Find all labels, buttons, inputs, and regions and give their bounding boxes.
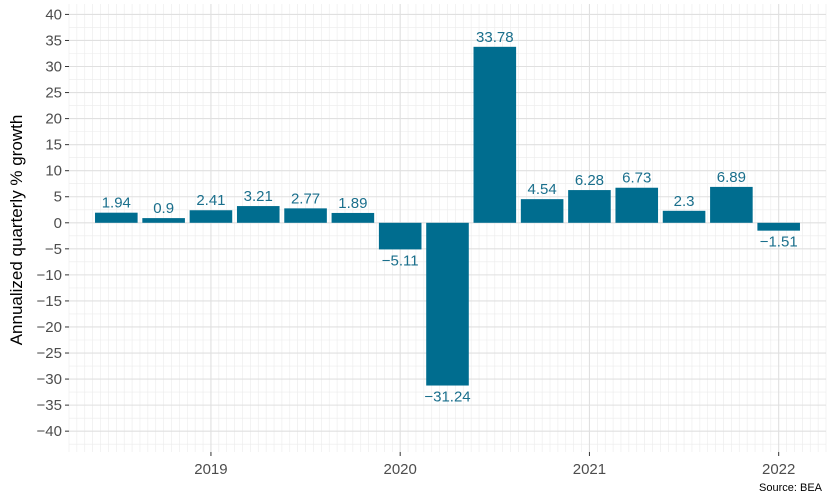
bar xyxy=(142,218,185,223)
bar-value-label: 2.3 xyxy=(674,193,695,210)
source-caption: Source: BEA xyxy=(759,482,823,494)
x-tick-label: 2019 xyxy=(194,461,227,478)
y-tick-label: 40 xyxy=(45,6,62,23)
bar-value-label: 0.9 xyxy=(153,200,174,217)
bar-value-label: 3.21 xyxy=(244,188,273,205)
bar xyxy=(710,186,753,223)
y-tick-label: 15 xyxy=(45,137,62,154)
bar-value-label: 2.77 xyxy=(291,190,320,207)
y-tick-label: 5 xyxy=(54,189,62,206)
grid-minor-vertical xyxy=(68,4,827,452)
y-tick-label: 30 xyxy=(45,59,62,76)
y-tick-label: −30 xyxy=(37,371,62,388)
bar-value-label: −31.24 xyxy=(424,389,470,406)
y-tick-label: 20 xyxy=(45,111,62,128)
y-tick-label: 25 xyxy=(45,85,62,102)
bar-value-label: 33.78 xyxy=(476,29,514,46)
bar-value-label: 1.89 xyxy=(338,195,367,212)
bar xyxy=(378,222,422,250)
y-tick-label: −10 xyxy=(37,267,62,284)
x-tick-label: 2020 xyxy=(384,461,417,478)
bar-value-label: 4.54 xyxy=(528,181,557,198)
bar-value-label: 6.89 xyxy=(717,169,746,186)
bar-value-label: 2.41 xyxy=(196,192,225,209)
bar-value-label: 6.73 xyxy=(622,170,651,187)
y-tick-label: −25 xyxy=(37,345,62,362)
x-tick-label: 2021 xyxy=(573,461,606,478)
bar xyxy=(662,210,706,223)
bar xyxy=(189,210,233,223)
bar-value-label: 1.94 xyxy=(102,195,131,212)
y-tick-label: −35 xyxy=(37,397,62,414)
bar-labels: 1.94 0.9 2.41 3.21 2.77 1.89 −5.11 −31.24 33.78 4… xyxy=(102,29,798,406)
y-axis: 40 35 30 25 20 15 10 5 0 −5 −10 −15 −20 −25 −30 −35 −40 xyxy=(37,6,69,440)
bar xyxy=(615,187,659,223)
y-tick-label: −15 xyxy=(37,293,62,310)
y-tick-label: 35 xyxy=(45,32,62,49)
y-tick-label: −40 xyxy=(37,423,62,440)
bars xyxy=(95,46,800,386)
y-tick-label: 10 xyxy=(45,163,62,180)
y-tick-label: −20 xyxy=(37,319,62,336)
bar xyxy=(757,222,800,231)
bar xyxy=(520,199,564,223)
bar xyxy=(568,190,611,223)
y-tick-label: −5 xyxy=(45,241,62,258)
y-axis-title: Annualized quarterly % growth xyxy=(7,115,26,346)
y-tick-label: 0 xyxy=(54,215,62,232)
x-axis: 2019 2020 2021 2022 xyxy=(194,452,795,478)
bar-value-label: −5.11 xyxy=(382,252,419,269)
x-tick-label: 2022 xyxy=(762,461,795,478)
bar-value-label: −1.51 xyxy=(760,234,798,251)
bar xyxy=(95,212,138,223)
bar xyxy=(284,208,327,223)
bar-value-label: 6.28 xyxy=(575,172,604,189)
bar xyxy=(331,212,375,223)
bar xyxy=(426,222,469,386)
bar xyxy=(236,206,280,223)
bar xyxy=(473,46,517,223)
